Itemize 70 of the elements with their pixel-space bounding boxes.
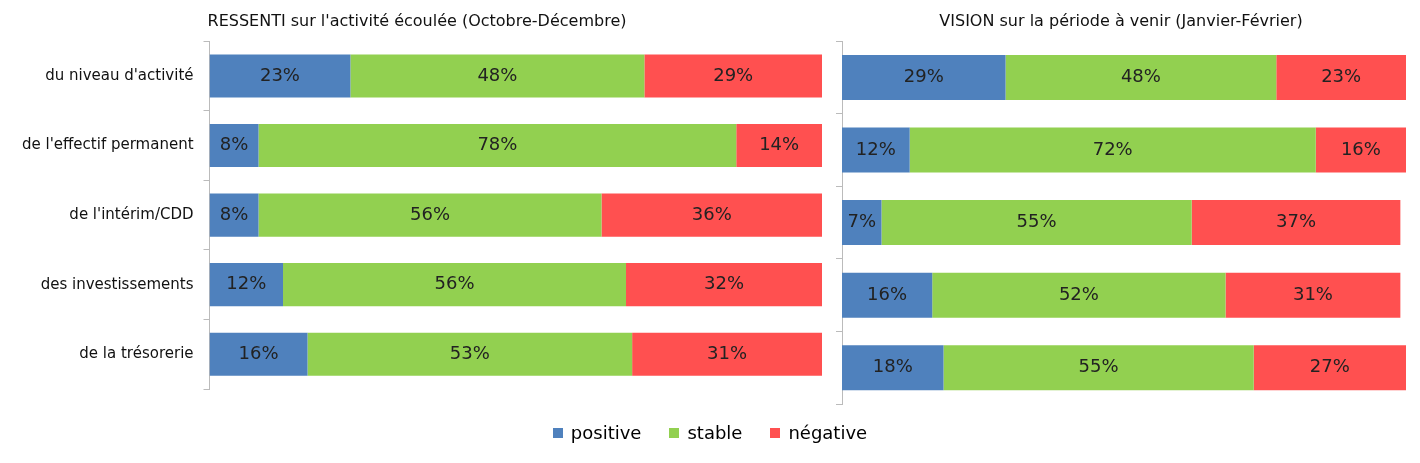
bar [601, 193, 822, 237]
bar [1253, 345, 1406, 391]
bar [736, 123, 822, 168]
legend-label: stable [687, 422, 743, 443]
data-label: 29% [903, 65, 944, 87]
bar [307, 332, 633, 376]
bar [842, 345, 944, 391]
bar [1191, 200, 1401, 246]
chart-title: RESSENTI sur l'activité écoulée (Octobre-Décembre) [207, 10, 627, 30]
bar [842, 54, 1006, 100]
data-label: 12% [855, 137, 896, 159]
data-label: 78% [477, 133, 518, 155]
y-tick-label: du niveau d'activité [45, 65, 194, 84]
data-label: 55% [1078, 355, 1119, 377]
bar [842, 127, 910, 173]
data-label: 23% [1321, 65, 1362, 87]
legend-label: négative [788, 422, 868, 443]
bar [258, 123, 737, 168]
data-label: 31% [707, 341, 748, 363]
bar [932, 272, 1226, 318]
bar [943, 345, 1254, 391]
data-label: 18% [872, 355, 913, 377]
data-label: 48% [477, 63, 518, 85]
bar [350, 54, 645, 98]
bar [1315, 127, 1406, 173]
bar [258, 193, 602, 237]
bar [209, 193, 259, 237]
data-label: 37% [1276, 210, 1317, 232]
data-label: 8% [219, 133, 249, 155]
bar [209, 263, 284, 307]
data-label: 23% [259, 63, 300, 85]
data-label: 8% [219, 202, 249, 224]
bar [283, 263, 627, 307]
bar [1005, 54, 1277, 100]
data-label: 31% [1292, 282, 1333, 304]
chart-title: VISION sur la période à venir (Janvier-Février) [939, 10, 1303, 30]
data-label: 29% [713, 63, 754, 85]
bar [626, 263, 822, 307]
data-label: 32% [704, 272, 745, 294]
bar [209, 332, 308, 376]
bar [632, 332, 822, 376]
data-label: 12% [226, 272, 267, 294]
data-label: 7% [847, 210, 877, 232]
bar [842, 272, 933, 318]
data-label: 48% [1120, 65, 1161, 87]
bar [1225, 272, 1401, 318]
y-tick-label: de l'intérim/CDD [69, 204, 194, 223]
bar [909, 127, 1316, 173]
data-label: 16% [238, 341, 279, 363]
data-label: 56% [410, 202, 451, 224]
data-label: 72% [1092, 137, 1133, 159]
bar [1276, 54, 1406, 100]
bar [209, 123, 259, 168]
data-label: 53% [449, 341, 490, 363]
data-label: 16% [867, 282, 908, 304]
bar [881, 200, 1192, 246]
bar [209, 54, 351, 98]
data-label: 36% [691, 202, 732, 224]
data-label: 27% [1309, 355, 1350, 377]
bar [644, 54, 822, 98]
data-label: 56% [434, 272, 475, 294]
data-label: 52% [1058, 282, 1099, 304]
y-tick-label: de l'effectif permanent [21, 135, 194, 154]
data-label: 16% [1340, 137, 1381, 159]
data-label: 55% [1016, 210, 1057, 232]
legend-label: positive [570, 422, 642, 443]
y-tick-label: des investissements [40, 274, 194, 293]
y-tick-label: de la trésorerie [79, 344, 194, 363]
data-label: 14% [759, 133, 800, 155]
bar [842, 200, 882, 246]
